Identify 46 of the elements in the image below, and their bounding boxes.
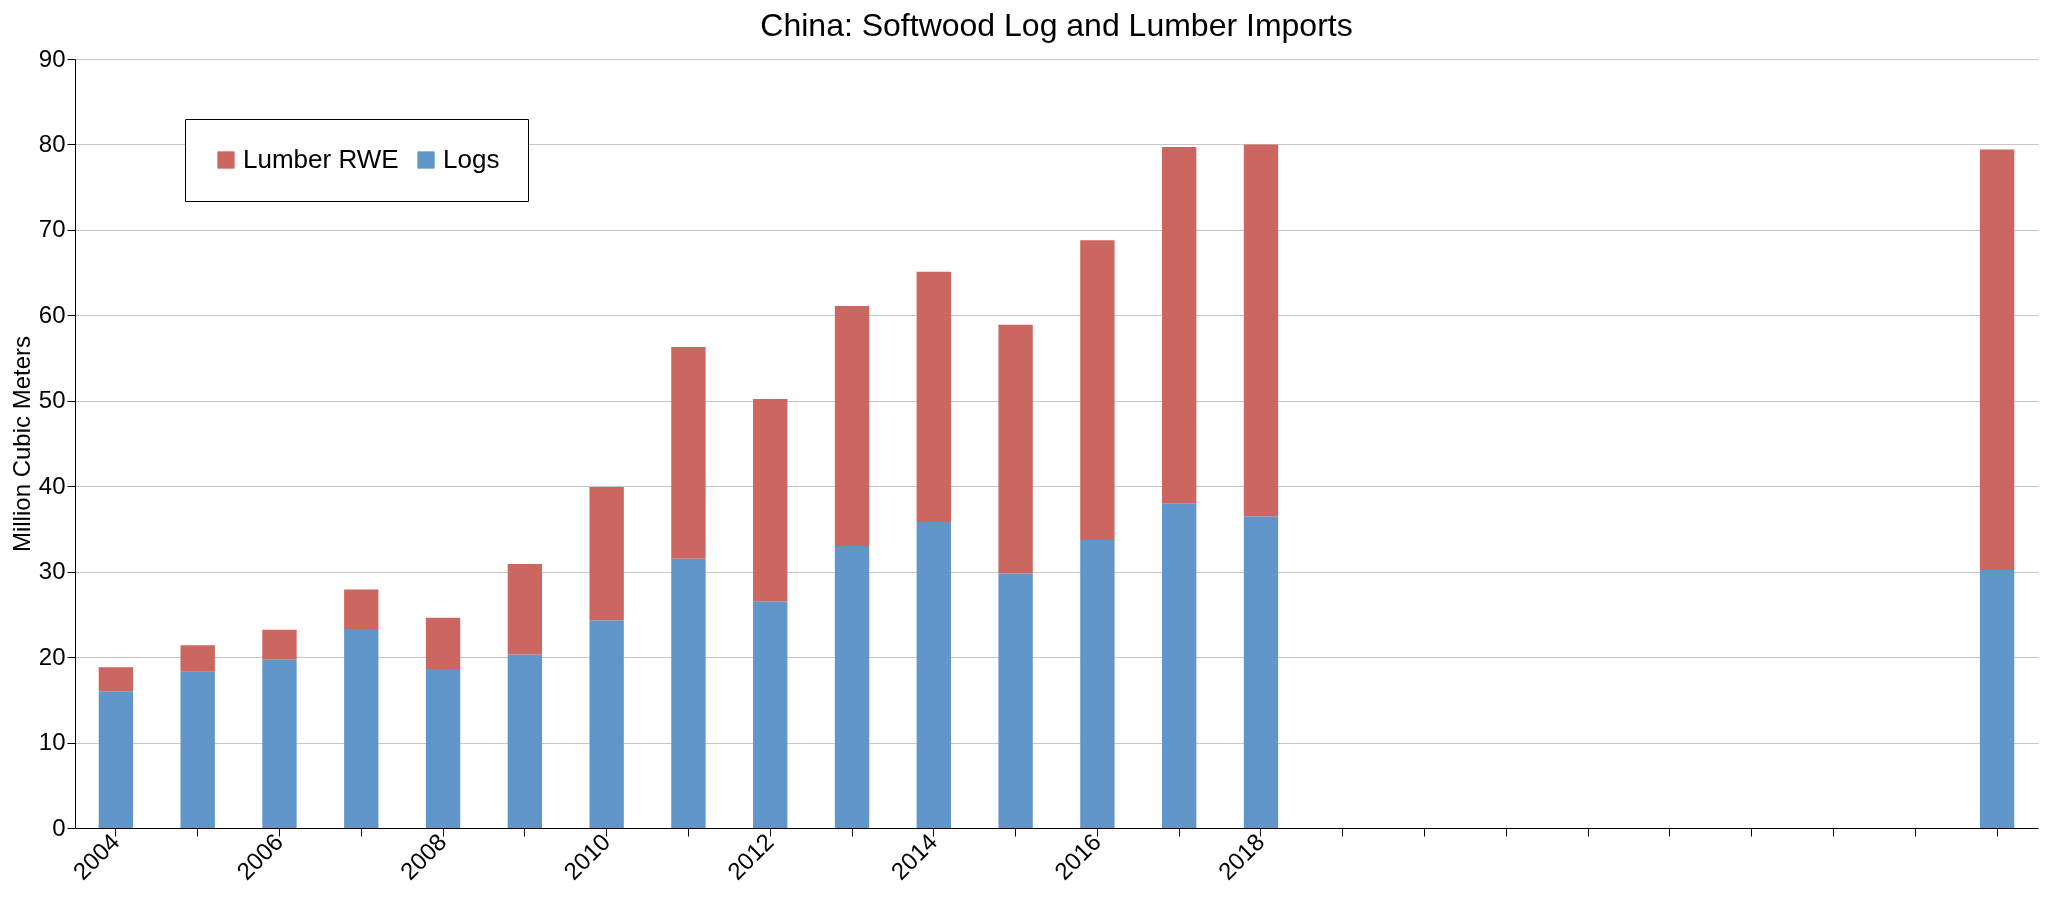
bar [1162, 147, 1197, 504]
y-tick-label: 80 [38, 129, 66, 157]
bar [753, 399, 788, 602]
bar [998, 324, 1033, 574]
bar [344, 628, 379, 828]
bar [180, 671, 215, 828]
bar [916, 271, 951, 523]
bar [98, 667, 134, 692]
y-tick-label: 20 [38, 642, 66, 670]
y-tick-label: 70 [38, 215, 66, 243]
y-tick-label: 90 [38, 44, 66, 72]
y-axis-title: Million Cubic Meters [7, 335, 35, 553]
legend-label: Logs [443, 144, 500, 174]
bar [589, 620, 624, 828]
bar [1080, 240, 1115, 541]
bar [916, 522, 951, 828]
bar [98, 691, 134, 828]
bar [1979, 149, 2015, 570]
y-tick-label: 40 [38, 471, 66, 499]
bar [425, 669, 461, 828]
bar [998, 573, 1033, 828]
legend-label: Lumber RWE [243, 144, 399, 174]
bar [1080, 540, 1115, 828]
y-tick-label: 60 [38, 300, 66, 328]
bar [180, 645, 215, 672]
bar [1243, 144, 1279, 517]
bar [1162, 503, 1197, 828]
bar [507, 654, 543, 828]
bar [834, 546, 870, 828]
bar [834, 305, 870, 547]
bar [344, 589, 379, 629]
bar [671, 346, 706, 559]
bar [1243, 516, 1279, 828]
y-tick-label: 0 [52, 813, 66, 841]
y-tick-label: 30 [38, 557, 66, 585]
bar [507, 563, 543, 655]
bar [589, 487, 624, 621]
bar [753, 601, 788, 828]
chart-title: China: Softwood Log and Lumber Imports [760, 7, 1353, 43]
y-tick-label: 50 [38, 386, 66, 414]
y-tick-label: 10 [38, 728, 66, 756]
bar [262, 659, 297, 828]
bar [1979, 569, 2015, 828]
bar [262, 629, 297, 660]
bar [671, 558, 706, 828]
bar [425, 617, 461, 670]
